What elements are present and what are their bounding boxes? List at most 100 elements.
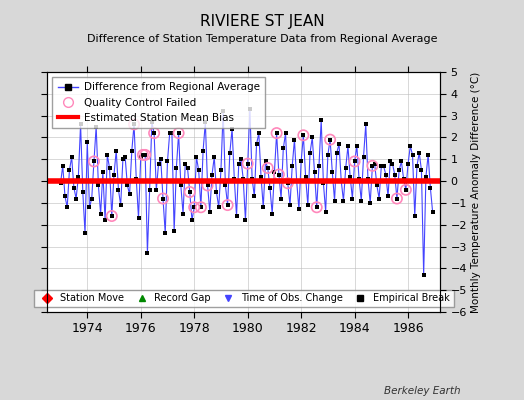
Point xyxy=(368,163,377,169)
Point xyxy=(223,202,232,208)
Point xyxy=(351,158,359,165)
Point xyxy=(303,202,312,208)
Point xyxy=(63,204,71,210)
Point xyxy=(275,171,283,178)
Point xyxy=(203,182,212,189)
Point xyxy=(90,158,98,165)
Point xyxy=(281,130,290,136)
Point xyxy=(308,134,316,141)
Point xyxy=(139,152,147,158)
Point xyxy=(103,152,112,158)
Point xyxy=(132,176,140,182)
Point xyxy=(299,132,308,138)
Point xyxy=(94,182,103,189)
Point xyxy=(66,167,74,173)
Point xyxy=(283,180,292,186)
Point xyxy=(123,182,132,189)
Point xyxy=(241,217,249,224)
Point xyxy=(214,204,223,210)
Point xyxy=(344,143,352,149)
Point xyxy=(426,184,434,191)
Point xyxy=(110,171,118,178)
Point xyxy=(208,171,216,178)
Point xyxy=(130,121,138,128)
Point xyxy=(112,147,121,154)
Point xyxy=(148,119,156,125)
Point xyxy=(161,230,169,237)
Point xyxy=(337,178,345,184)
Point xyxy=(250,193,258,200)
Point xyxy=(319,180,328,186)
Point xyxy=(393,195,401,202)
Point xyxy=(72,195,80,202)
Point xyxy=(128,147,136,154)
Point xyxy=(342,165,350,171)
Point xyxy=(312,204,321,210)
Point xyxy=(146,187,154,193)
Point xyxy=(355,176,363,182)
Point xyxy=(264,165,272,171)
Point xyxy=(179,211,187,217)
Point xyxy=(168,130,176,136)
Point xyxy=(420,272,428,278)
Point xyxy=(390,171,399,178)
Point xyxy=(422,174,430,180)
Point xyxy=(83,139,92,145)
Point xyxy=(326,136,334,143)
Text: Difference of Station Temperature Data from Regional Average: Difference of Station Temperature Data f… xyxy=(87,34,437,44)
Point xyxy=(301,174,310,180)
Point xyxy=(268,211,276,217)
Point xyxy=(170,228,178,234)
Point xyxy=(379,163,388,169)
Point xyxy=(134,215,143,221)
Point xyxy=(366,200,374,206)
Point xyxy=(152,187,160,193)
Point xyxy=(114,187,123,193)
Point xyxy=(259,204,267,210)
Point xyxy=(172,165,181,171)
Point xyxy=(286,202,294,208)
Point xyxy=(288,163,297,169)
Point xyxy=(196,204,205,210)
Point xyxy=(402,187,410,193)
Point xyxy=(315,163,323,169)
Point xyxy=(257,174,265,180)
Point xyxy=(393,195,401,202)
Point xyxy=(68,154,76,160)
Point xyxy=(359,154,368,160)
Point xyxy=(226,150,234,156)
Point xyxy=(368,163,377,169)
Point xyxy=(155,160,163,167)
Point xyxy=(177,182,185,189)
Point xyxy=(255,130,263,136)
Point xyxy=(399,176,408,182)
Text: RIVIERE ST JEAN: RIVIERE ST JEAN xyxy=(200,14,324,29)
Point xyxy=(81,230,89,237)
Point xyxy=(339,198,347,204)
Point xyxy=(397,158,406,165)
Point xyxy=(143,250,151,256)
Point xyxy=(88,195,96,202)
Point xyxy=(321,208,330,215)
Point xyxy=(230,176,238,182)
Point xyxy=(157,156,165,162)
Point xyxy=(333,150,341,156)
Point xyxy=(159,195,167,202)
Point xyxy=(402,187,410,193)
Point xyxy=(107,213,116,219)
Point xyxy=(384,193,392,200)
Point xyxy=(192,154,201,160)
Point xyxy=(386,158,395,165)
Point xyxy=(57,180,65,186)
Point xyxy=(294,206,303,213)
Point xyxy=(261,158,270,165)
Point xyxy=(70,184,78,191)
Point xyxy=(370,160,379,167)
Point xyxy=(292,178,301,184)
Y-axis label: Monthly Temperature Anomaly Difference (°C): Monthly Temperature Anomaly Difference (… xyxy=(471,71,481,313)
Point xyxy=(221,182,230,189)
Point xyxy=(272,130,281,136)
Point xyxy=(351,158,359,165)
Point xyxy=(130,121,138,128)
Point xyxy=(330,198,339,204)
